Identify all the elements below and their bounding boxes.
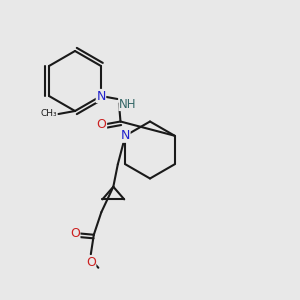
- Text: O: O: [97, 118, 106, 131]
- Text: N: N: [96, 89, 106, 103]
- Text: N: N: [121, 129, 130, 142]
- Text: CH₃: CH₃: [40, 110, 57, 118]
- Text: O: O: [70, 227, 80, 240]
- Text: NH: NH: [119, 98, 136, 110]
- Text: O: O: [86, 256, 96, 269]
